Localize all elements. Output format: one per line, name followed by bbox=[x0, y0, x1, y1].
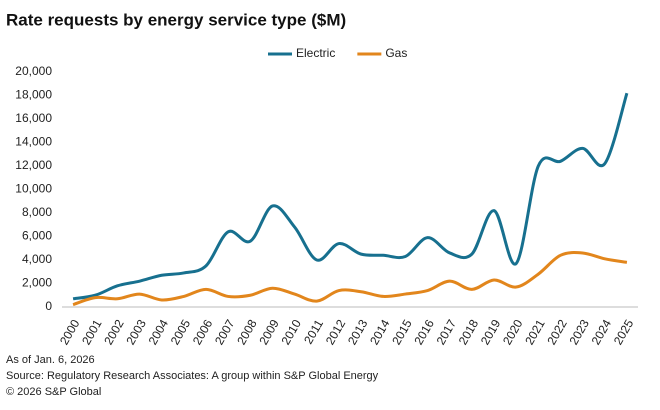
x-tick-label: 2009 bbox=[256, 317, 282, 347]
x-tick-label: 2002 bbox=[101, 317, 127, 347]
y-tick-label: 4,000 bbox=[22, 252, 52, 266]
y-tick-label: 10,000 bbox=[15, 182, 52, 196]
legend-label: Gas bbox=[385, 46, 407, 60]
x-tick-label: 2024 bbox=[589, 317, 615, 347]
footnote: Source: Regulatory Research Associates: … bbox=[6, 370, 379, 382]
x-tick-label: 2019 bbox=[478, 317, 504, 347]
y-tick-label: 18,000 bbox=[15, 88, 52, 102]
x-tick-label: 2015 bbox=[389, 317, 415, 347]
x-tick-label: 2006 bbox=[190, 317, 216, 347]
legend-label: Electric bbox=[296, 46, 335, 60]
line bbox=[72, 92, 629, 301]
x-tick-label: 2004 bbox=[146, 317, 172, 347]
footnote: As of Jan. 6, 2026 bbox=[6, 354, 95, 366]
x-tick-label: 2000 bbox=[57, 317, 83, 347]
x-tick-label: 2005 bbox=[168, 317, 194, 347]
x-tick-label: 2020 bbox=[500, 317, 526, 347]
x-tick-label: 2008 bbox=[234, 317, 260, 347]
x-tick-label: 2012 bbox=[323, 317, 349, 347]
x-tick-label: 2003 bbox=[123, 317, 149, 347]
y-tick-label: 6,000 bbox=[22, 229, 52, 243]
x-tick-label: 2001 bbox=[79, 317, 105, 347]
y-tick-label: 0 bbox=[45, 299, 52, 313]
x-tick-label: 2016 bbox=[411, 317, 437, 347]
footnote: © 2026 S&P Global bbox=[6, 386, 101, 398]
x-tick-label: 2010 bbox=[278, 317, 304, 347]
y-tick-label: 16,000 bbox=[15, 111, 52, 125]
x-tick-label: 2007 bbox=[212, 317, 238, 347]
y-tick-label: 14,000 bbox=[15, 135, 52, 149]
x-tick-label: 2018 bbox=[456, 317, 482, 347]
x-tick-label: 2023 bbox=[566, 317, 592, 347]
chart-title: Rate requests by energy service type ($M… bbox=[6, 10, 346, 29]
x-tick-label: 2011 bbox=[301, 317, 326, 347]
x-tick-label: 2025 bbox=[611, 317, 637, 347]
y-tick-label: 12,000 bbox=[15, 158, 52, 172]
y-tick-label: 20,000 bbox=[15, 64, 52, 78]
y-tick-label: 8,000 bbox=[22, 205, 52, 219]
y-tick-label: 2,000 bbox=[22, 276, 52, 290]
x-tick-label: 2014 bbox=[367, 317, 393, 347]
x-tick-label: 2022 bbox=[544, 317, 570, 347]
line bbox=[72, 251, 628, 307]
x-tick-label: 2013 bbox=[345, 317, 371, 347]
x-tick-label: 2017 bbox=[434, 317, 460, 347]
x-tick-label: 2021 bbox=[522, 317, 548, 347]
